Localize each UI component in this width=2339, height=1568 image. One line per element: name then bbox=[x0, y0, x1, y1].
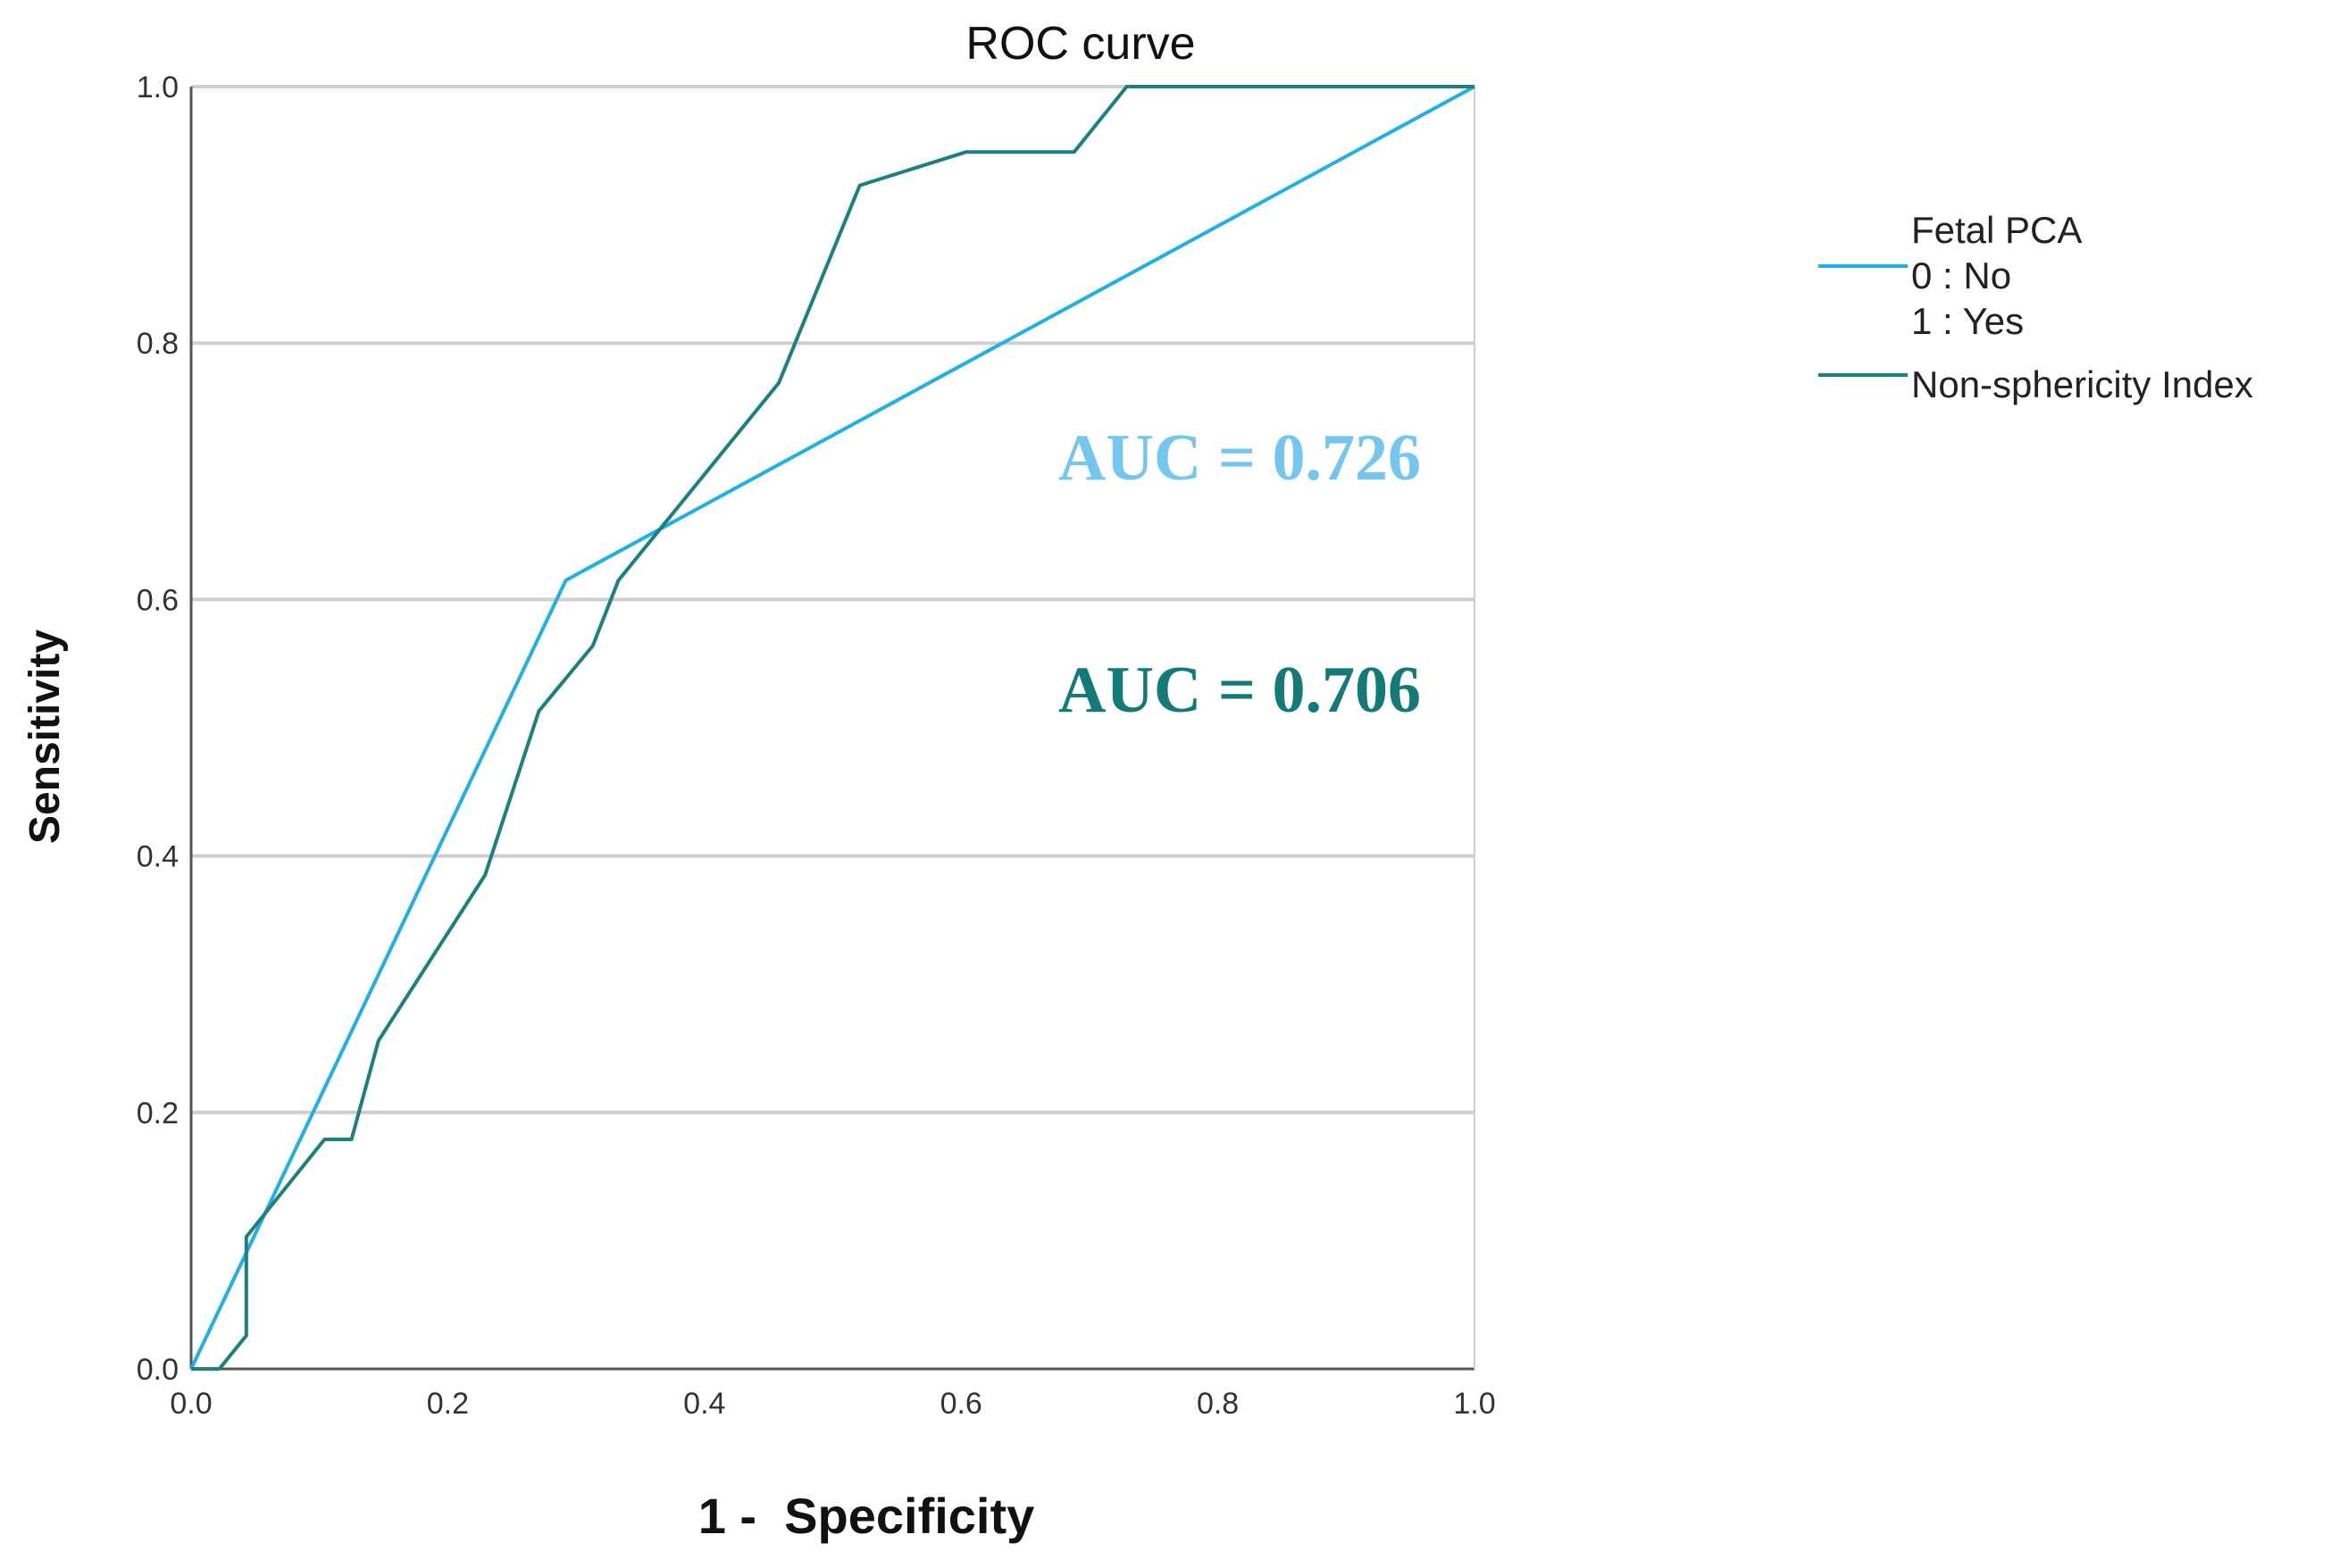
series-line-non-sphericity-index bbox=[191, 85, 1474, 1371]
y-tick-label: 0.2 bbox=[137, 1097, 179, 1130]
y-tick-label: 0.8 bbox=[137, 327, 179, 361]
y-tick-label: 1.0 bbox=[137, 71, 179, 104]
x-tick-label: 0.6 bbox=[940, 1387, 982, 1421]
x-tick-label: 0.0 bbox=[170, 1387, 212, 1421]
y-tick-label: 0.6 bbox=[137, 583, 179, 617]
legend-title: Fetal PCA bbox=[1911, 209, 2082, 251]
legend: Fetal PCA 0 : No 1 : Yes Non-sphericity … bbox=[1818, 209, 2253, 405]
legend-line-yes: 1 : Yes bbox=[1911, 300, 2024, 342]
x-tick-label: 0.4 bbox=[683, 1387, 725, 1421]
x-axis-label: 1 - Specificity bbox=[698, 1488, 1035, 1544]
auc-annotation-fetal-pca: AUC = 0.726 bbox=[1058, 421, 1421, 495]
x-tick-label: 1.0 bbox=[1453, 1387, 1495, 1421]
legend-label-non-sphericity: Non-sphericity Index bbox=[1911, 363, 2253, 405]
auc-annotation-non-sphericity: AUC = 0.706 bbox=[1058, 654, 1421, 727]
y-tick-label: 0.0 bbox=[137, 1353, 179, 1387]
y-tick-label: 0.4 bbox=[137, 840, 179, 874]
legend-line-no: 0 : No bbox=[1911, 254, 2011, 296]
y-axis-label: Sensitivity bbox=[21, 630, 69, 844]
x-tick-label: 0.2 bbox=[427, 1387, 469, 1421]
chart-title: ROC curve bbox=[965, 18, 1195, 70]
x-tick-label: 0.8 bbox=[1197, 1387, 1239, 1421]
series-line-fetal-pca bbox=[189, 85, 1475, 1370]
